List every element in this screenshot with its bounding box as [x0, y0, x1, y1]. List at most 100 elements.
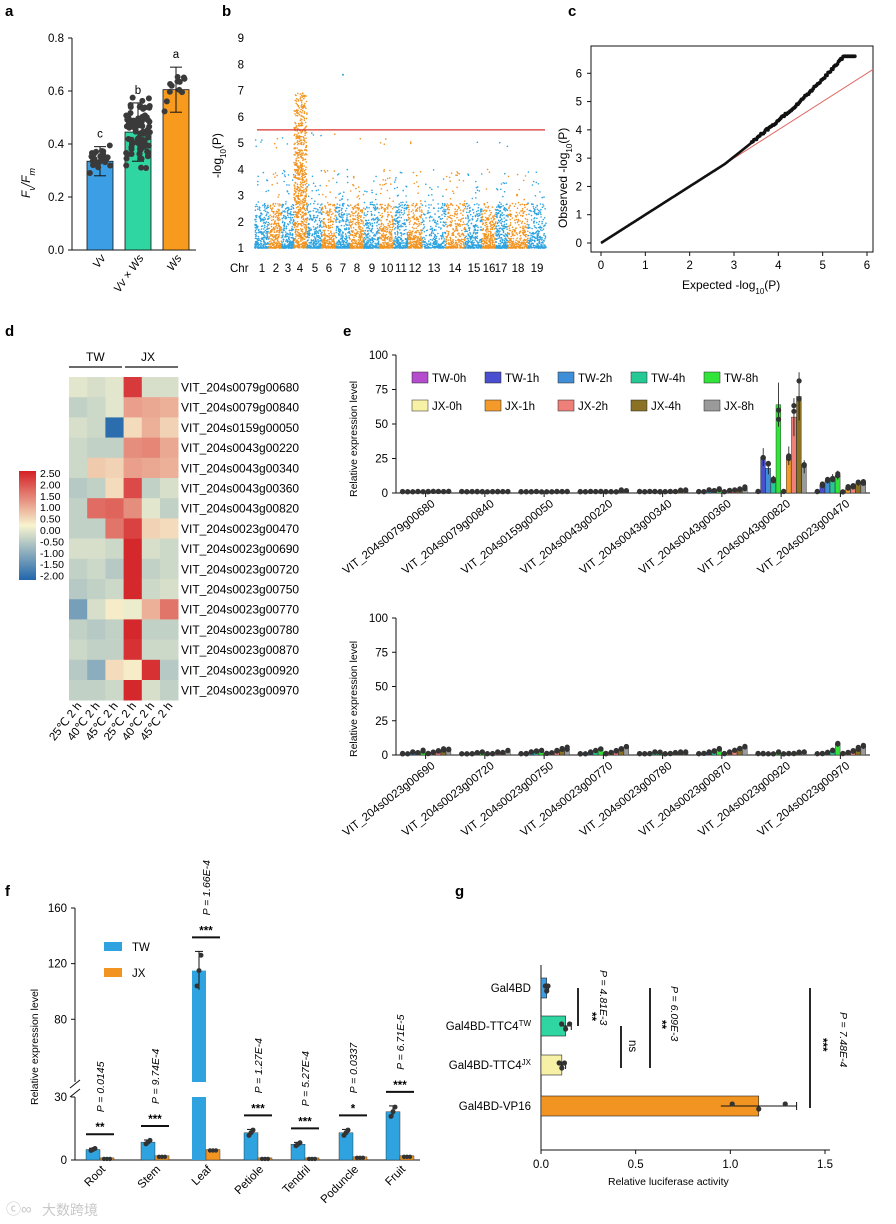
data-point — [130, 117, 137, 124]
snp-point — [298, 123, 301, 125]
snp-point — [377, 240, 380, 242]
snp-point — [354, 244, 356, 247]
snp-point — [439, 221, 442, 223]
snp-point — [335, 216, 338, 219]
snp-point — [292, 213, 295, 216]
snp-point — [464, 207, 466, 210]
snp-point — [429, 211, 431, 214]
snp-point — [293, 244, 296, 247]
snp-point — [438, 226, 440, 228]
snp-point — [449, 180, 452, 182]
snp-point — [311, 219, 314, 221]
snp-point — [267, 189, 270, 192]
snp-point — [285, 246, 287, 248]
snp-point — [430, 225, 432, 228]
snp-point — [390, 240, 392, 242]
snp-point — [368, 207, 370, 209]
snp-point — [455, 227, 458, 229]
snp-point — [280, 240, 283, 242]
snp-point — [302, 237, 304, 239]
snp-point — [403, 212, 406, 214]
snp-point — [394, 244, 397, 246]
snp-point — [349, 190, 352, 192]
snp-point — [452, 245, 455, 247]
snp-point — [462, 214, 464, 216]
snp-point — [292, 173, 295, 176]
snp-point — [272, 243, 274, 246]
snp-point — [469, 219, 471, 221]
snp-point — [416, 217, 418, 219]
snp-point — [497, 219, 500, 222]
snp-point — [489, 242, 492, 244]
snp-point — [427, 210, 429, 212]
snp-point — [441, 247, 443, 249]
snp-point — [312, 241, 315, 244]
snp-point — [254, 218, 256, 221]
snp-point — [366, 221, 369, 224]
snp-point — [262, 220, 264, 222]
snp-point — [278, 229, 281, 231]
snp-point — [435, 235, 438, 238]
snp-point — [299, 171, 302, 174]
snp-point — [332, 246, 334, 248]
snp-point — [462, 233, 465, 235]
snp-point — [296, 137, 299, 139]
data-point — [88, 153, 95, 160]
snp-point — [350, 221, 353, 223]
data-point — [139, 97, 146, 104]
snp-point — [283, 180, 285, 183]
snp-point — [480, 226, 482, 228]
snp-point — [445, 240, 447, 243]
snp-point — [304, 152, 307, 155]
snp-point — [274, 231, 276, 233]
snp-point — [305, 217, 307, 220]
snp-point — [465, 223, 467, 226]
snp-point — [352, 184, 355, 187]
snp-point — [468, 228, 471, 230]
snp-point — [305, 178, 308, 181]
snp-point — [387, 235, 390, 238]
snp-point — [257, 184, 259, 186]
snp-point — [380, 207, 383, 210]
snp-point — [283, 227, 286, 230]
snp-point — [453, 246, 455, 249]
snp-point — [303, 226, 306, 228]
snp-point — [480, 173, 483, 175]
snp-point — [455, 223, 457, 225]
snp-point — [409, 141, 412, 143]
snp-point — [307, 223, 310, 226]
snp-point — [365, 235, 367, 237]
snp-point — [290, 211, 292, 213]
snp-point — [451, 204, 454, 206]
snp-point — [303, 97, 305, 100]
snp-point — [395, 219, 397, 222]
snp-point — [357, 213, 359, 215]
snp-point — [295, 228, 298, 231]
snp-point — [274, 242, 276, 244]
snp-point — [357, 246, 360, 249]
snp-point — [282, 210, 285, 212]
snp-point — [394, 233, 397, 235]
snp-point — [291, 226, 294, 228]
snp-point — [447, 212, 450, 215]
snp-point — [341, 214, 343, 217]
snp-point — [437, 243, 439, 245]
snp-point — [462, 242, 465, 244]
snp-point — [431, 216, 433, 218]
snp-point — [339, 228, 342, 231]
snp-point — [450, 223, 452, 226]
snp-point — [421, 229, 424, 232]
snp-point — [355, 232, 357, 235]
snp-point — [295, 235, 297, 238]
snp-point — [269, 214, 271, 216]
snp-point — [320, 209, 323, 211]
snp-point — [463, 223, 465, 226]
snp-point — [294, 164, 297, 166]
snp-point — [349, 215, 352, 218]
snp-point — [341, 207, 343, 210]
snp-point — [361, 247, 364, 249]
snp-point — [467, 224, 470, 227]
snp-point — [255, 214, 258, 217]
snp-point — [483, 235, 485, 237]
snp-point — [409, 220, 412, 222]
